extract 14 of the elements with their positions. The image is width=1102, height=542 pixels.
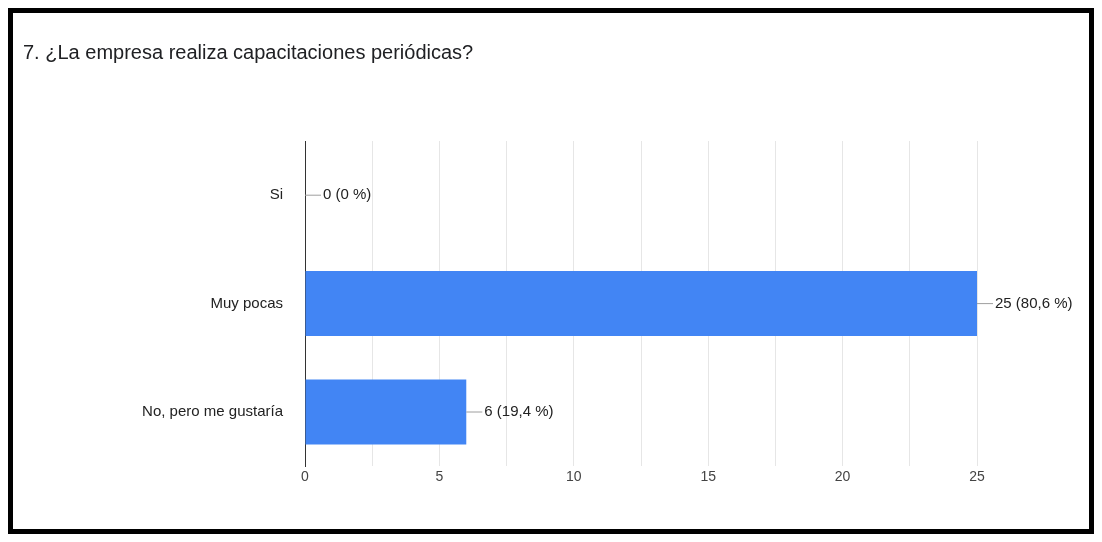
data-label: 0 (0 %) — [323, 185, 372, 203]
y-tick-label: No, pero me gustaría — [142, 402, 284, 420]
page-frame: 7. ¿La empresa realiza capacitaciones periódicas? 0 5 10 15 20 25 Si Muy pocas No, pero me gustaría 0 (0 %) 25 (80,6 %) 6 (19,4 %) — [8, 8, 1094, 534]
x-tick-label: 10 — [566, 468, 582, 485]
y-tick-label: Muy pocas — [210, 293, 283, 311]
chart-title: 7. ¿La empresa realiza capacitaciones periódicas? — [23, 40, 474, 63]
data-label: 25 (80,6 %) — [995, 293, 1073, 311]
x-tick-label: 5 — [435, 468, 444, 485]
x-tick-label: 15 — [700, 468, 717, 485]
x-tick-label: 20 — [834, 468, 851, 485]
x-tick-label: 0 — [301, 468, 310, 485]
y-tick-label: Si — [269, 185, 283, 203]
data-label: 6 (19,4 %) — [484, 402, 554, 420]
x-tick-label: 25 — [969, 468, 985, 485]
